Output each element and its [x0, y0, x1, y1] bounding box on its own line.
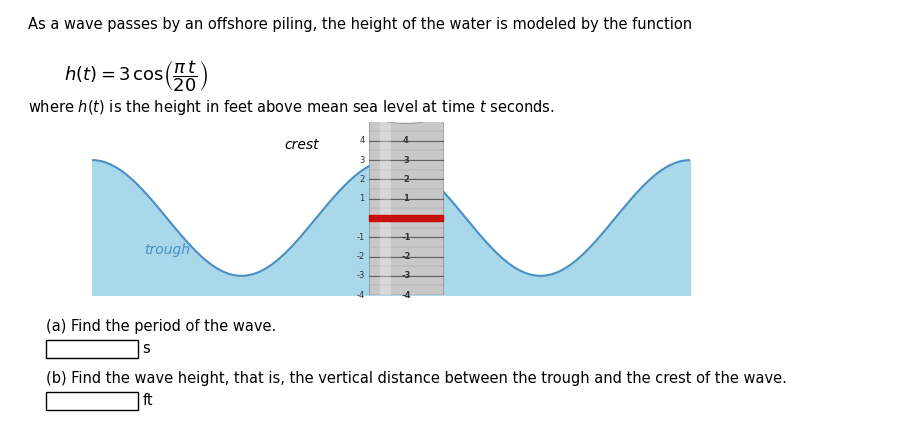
Text: 4: 4: [359, 136, 365, 145]
Text: 1: 1: [403, 194, 408, 203]
Text: -4: -4: [357, 291, 365, 299]
Text: -1: -1: [401, 233, 410, 242]
Text: As a wave passes by an offshore piling, the height of the water is modeled by th: As a wave passes by an offshore piling, …: [28, 17, 691, 33]
Text: $h(t) = 3\,\cos\!\left(\dfrac{\pi\,t}{20}\right)$: $h(t) = 3\,\cos\!\left(\dfrac{\pi\,t}{20…: [64, 59, 208, 94]
Text: 2: 2: [403, 175, 408, 184]
Ellipse shape: [369, 100, 443, 123]
Text: 1: 1: [359, 194, 365, 203]
FancyBboxPatch shape: [46, 340, 138, 358]
Text: 3: 3: [403, 156, 408, 164]
Text: -2: -2: [357, 252, 365, 261]
Polygon shape: [380, 112, 391, 314]
Text: (b) Find the wave height, that is, the vertical distance between the trough and : (b) Find the wave height, that is, the v…: [46, 371, 786, 386]
Text: -3: -3: [356, 271, 365, 280]
Text: -2: -2: [401, 252, 410, 261]
Text: -4: -4: [401, 291, 410, 299]
Text: where $h(t)$ is the height in feet above mean sea level at time $t$ seconds.: where $h(t)$ is the height in feet above…: [28, 98, 553, 117]
Polygon shape: [369, 112, 443, 314]
Text: 3: 3: [359, 156, 365, 164]
Text: crest: crest: [284, 138, 318, 152]
Text: -3: -3: [401, 271, 410, 280]
Text: trough: trough: [143, 243, 189, 256]
Text: 4: 4: [403, 136, 408, 145]
FancyBboxPatch shape: [46, 392, 138, 410]
Text: -1: -1: [357, 233, 365, 242]
Text: ft: ft: [142, 393, 153, 408]
Text: s: s: [142, 341, 150, 356]
Text: (a) Find the period of the wave.: (a) Find the period of the wave.: [46, 319, 276, 334]
Text: 2: 2: [359, 175, 365, 184]
